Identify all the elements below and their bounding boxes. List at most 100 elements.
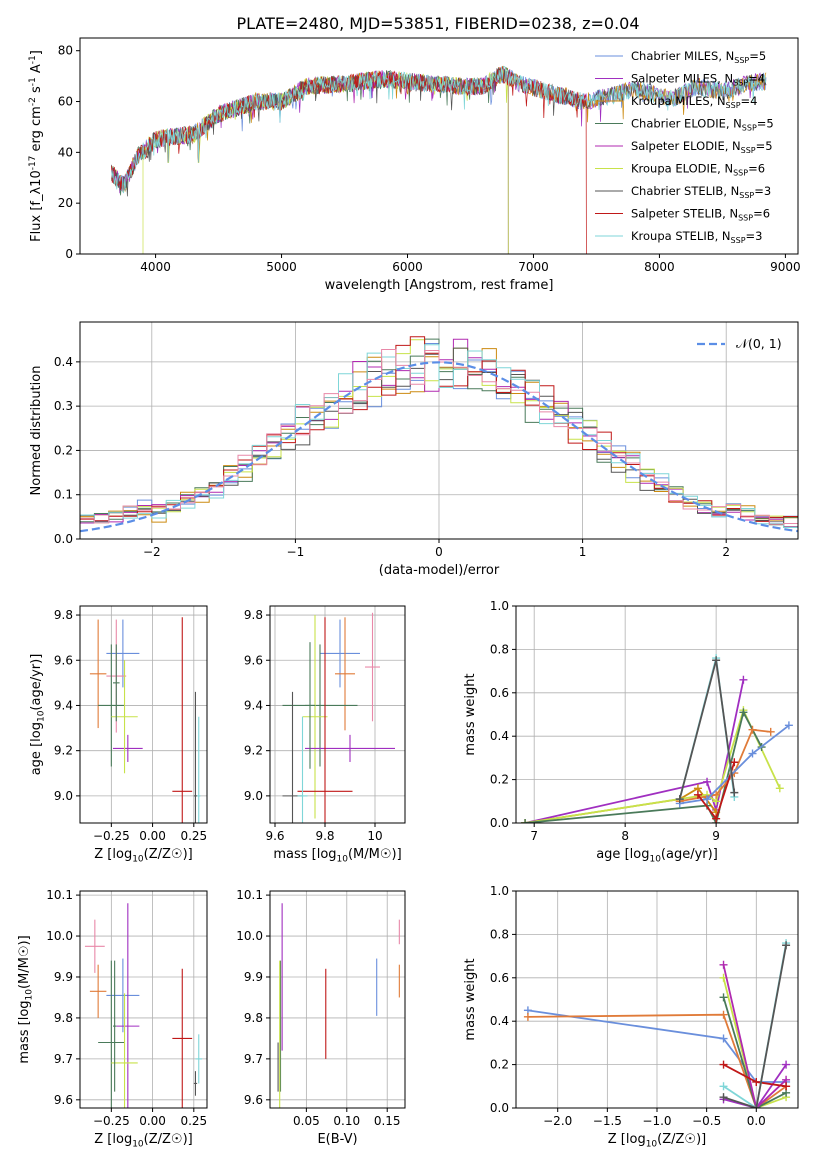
grid-group <box>270 891 405 1108</box>
legend-label: Chabrier ELODIE, NSSP=5 <box>631 117 774 133</box>
y-tick-label: 0.8 <box>490 927 509 941</box>
y-tick-label: 20 <box>58 196 73 210</box>
residual-legend: 𝒩(0, 1) <box>697 336 782 351</box>
panel-weight_vs_Z: −2.0 −1.5 −1.0 −0.5 0.0 0.0 0.2 0.4 0.6 0.8 1.0 Z [… <box>463 884 799 1149</box>
ticks-group: 9.6 9.8 10 9.0 9.2 9.4 9.6 9.8 <box>244 608 383 843</box>
errorbar-kroupa-stelib <box>195 1034 203 1084</box>
errorbar-chabrier-elodie <box>112 960 117 1092</box>
y-axis-label: mass [log10​(M/M☉)] <box>17 935 34 1063</box>
weight-marker <box>693 790 702 799</box>
x-tick-label: 6000 <box>392 260 423 274</box>
y-tick-label: 0.6 <box>490 971 509 985</box>
y-tick-label: 9.8 <box>244 1011 263 1025</box>
weight-marker <box>748 725 757 734</box>
y-tick-label: 9.4 <box>244 698 263 712</box>
x-tick-label: 0 <box>435 545 443 559</box>
weight-marker <box>739 675 748 684</box>
y-tick-label: 10.1 <box>236 888 263 902</box>
x-tick-label: 5000 <box>266 260 297 274</box>
weight-marker <box>719 1093 728 1102</box>
y-tick-label: 0.4 <box>490 1014 509 1028</box>
weight-marker <box>719 1082 728 1091</box>
legend-label: Salpeter MILES, NSSP=4 <box>631 72 765 88</box>
x-tick-label: −1.0 <box>642 1114 671 1128</box>
x-tick-label: 0.25 <box>180 829 207 843</box>
errorbar-salpeter-stelib <box>297 617 353 823</box>
y-tick-label: 0.0 <box>490 1101 509 1115</box>
x-axis-label: Z [log10​(Z/Z☉)] <box>94 847 192 864</box>
y-axis-label: age [log10​(age/yr)] <box>29 654 46 776</box>
y-tick-label: 10.0 <box>46 929 73 943</box>
figure-title: PLATE=2480, MJD=53851, FIBERID=0238, z=0… <box>236 14 639 33</box>
x-tick-label: 0.25 <box>180 1114 207 1128</box>
errorbar-chabrier-stelib <box>193 1071 198 1096</box>
x-tick-label: −0.25 <box>93 829 130 843</box>
weight-line <box>527 1013 787 1108</box>
y-tick-label: 0.2 <box>490 773 509 787</box>
y-tick-label: 40 <box>58 145 73 159</box>
x-tick-label: −0.5 <box>692 1114 721 1128</box>
x-tick-label: 9.6 <box>265 829 284 843</box>
x-axis-label: Z [log10​(Z/Z☉)] <box>94 1132 192 1149</box>
legend-label: 𝒩(0, 1) <box>736 336 782 351</box>
y-tick-label: 10.0 <box>236 929 263 943</box>
ticks-group: −2.0 −1.5 −1.0 −0.5 0.0 0.0 0.2 0.4 0.6 0.8 1.0 <box>490 884 766 1128</box>
x-axis-label: Z [log10​(Z/Z☉)] <box>608 1132 706 1149</box>
panel-mass_vs_ebv: 0.05 0.10 0.15 9.6 9.7 9.8 9.9 10.0 10.1 E(B-V) <box>236 888 406 1147</box>
x-tick-label: 8 <box>621 829 629 843</box>
weight-marker <box>784 721 793 730</box>
errorbar-pink-track <box>365 612 380 722</box>
errorbar-chabrier-elodie <box>282 644 358 767</box>
y-tick-label: 1.0 <box>490 599 509 613</box>
x-axis-label: age [log10​(age/yr)] <box>596 847 718 864</box>
errorbar-kroupa-stelib <box>197 716 201 823</box>
x-tick-label: 9.8 <box>315 829 334 843</box>
weight-marker <box>766 727 775 736</box>
plot-area-mass_vs_Z <box>84 903 203 1108</box>
errorbar-chabrier-elodie <box>305 642 315 769</box>
plot-area-age_vs_mass <box>282 612 395 823</box>
weight-marker <box>712 656 721 665</box>
x-tick-label: −2.0 <box>543 1114 572 1128</box>
y-tick-label: 60 <box>58 95 73 109</box>
weight-line <box>723 1064 787 1108</box>
y-axis-label: mass weight <box>463 673 478 755</box>
weight-series-chabrier-stelib <box>719 941 791 1108</box>
x-tick-label: 8000 <box>644 260 675 274</box>
axes-frame <box>79 890 208 1109</box>
legend-label: Kroupa ELODIE, NSSP=6 <box>631 162 765 178</box>
plot-area-age_vs_Z <box>89 617 201 823</box>
ticks-group: 7 8 9 0.0 0.2 0.4 0.6 0.8 1.0 <box>490 599 720 843</box>
plot-area-spectrum <box>111 65 767 254</box>
x-axis-label: E(B-V) <box>317 1132 357 1147</box>
errorbar-salpeter-miles <box>305 734 395 762</box>
y-tick-label: 9.6 <box>244 1093 263 1107</box>
y-tick-label: 0.0 <box>54 532 73 546</box>
errorbar-orange-track <box>89 619 107 729</box>
x-axis-label: mass [log10​(M/M☉)] <box>273 847 401 864</box>
weight-line <box>525 709 763 823</box>
x-tick-label: 10 <box>367 829 382 843</box>
y-tick-label: 0.1 <box>54 488 73 502</box>
axes-frame <box>269 890 406 1109</box>
x-tick-label: 0.15 <box>374 1114 401 1128</box>
weight-marker <box>719 960 728 969</box>
weight-marker <box>782 1082 791 1091</box>
x-tick-label: 4000 <box>140 260 171 274</box>
y-tick-label: 9.6 <box>244 653 263 667</box>
weight-marker <box>752 1077 761 1086</box>
errorbar-kroupa-stelib <box>297 716 308 823</box>
x-tick-label: −2 <box>143 545 161 559</box>
plot-area-weight_vs_age <box>521 654 793 823</box>
spectrum-line-chabrier-stelib <box>111 67 767 197</box>
weight-marker <box>523 1012 532 1021</box>
errorbar-salpeter-stelib <box>172 617 193 823</box>
x-axis-label: wavelength [Angstrom, rest frame] <box>325 278 554 293</box>
x-tick-label: 9000 <box>770 260 801 274</box>
x-tick-label: 0.00 <box>139 1114 166 1128</box>
weight-line <box>722 964 787 1108</box>
plot-area-residuals <box>80 336 798 533</box>
ticks-group: −0.25 0.00 0.25 9.6 9.7 9.8 9.9 10.0 10.1 <box>46 888 207 1128</box>
weight-marker <box>719 1010 728 1019</box>
ticks-group: 4000 5000 6000 7000 8000 9000 0 20 40 60 80 <box>58 44 801 274</box>
